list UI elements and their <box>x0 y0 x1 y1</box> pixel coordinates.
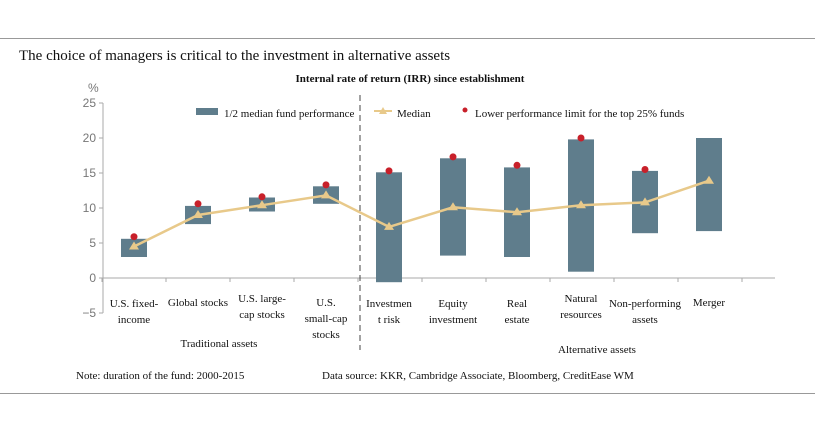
legend-median-marker <box>379 107 387 114</box>
y-tick-label: 0 <box>89 271 96 285</box>
y-axis-label: % <box>88 81 99 95</box>
category-label: estate <box>504 314 529 326</box>
top-quartile-dot <box>258 193 266 201</box>
median-marker <box>640 197 650 206</box>
median-marker <box>384 221 394 230</box>
median-marker <box>129 241 139 250</box>
data-source-note: Data source: KKR, Cambridge Associate, B… <box>322 370 634 382</box>
category-label: stocks <box>312 329 340 341</box>
category-label: small-cap <box>305 313 348 325</box>
group-label: Traditional assets <box>181 338 258 350</box>
legend-bar-label: 1/2 median fund performance <box>224 108 355 120</box>
category-label: Investmen <box>366 298 412 310</box>
category-label: assets <box>632 314 658 326</box>
median-marker <box>193 210 203 218</box>
median-marker <box>257 200 267 209</box>
category-label: Natural <box>565 293 598 305</box>
median-marker <box>576 200 586 209</box>
category-label: t risk <box>378 314 401 326</box>
category-label: U.S. <box>316 297 336 309</box>
median-marker <box>704 175 714 184</box>
top-quartile-dot <box>322 181 330 189</box>
category-label: Merger <box>693 297 726 309</box>
fund-duration-note: Note: duration of the fund: 2000-2015 <box>76 370 245 382</box>
top-quartile-dot <box>513 161 521 169</box>
y-tick-label: −5 <box>82 306 96 320</box>
category-label: income <box>118 314 150 326</box>
category-label: investment <box>429 314 477 326</box>
median-line <box>133 179 710 248</box>
legend-bar-swatch <box>196 108 218 115</box>
top-rule <box>0 38 815 39</box>
category-label: Non-performing <box>609 298 682 310</box>
median-marker <box>448 202 458 211</box>
top-quartile-dot <box>385 167 393 175</box>
category-label: cap stocks <box>239 309 285 321</box>
top-quartile-dot <box>577 134 585 142</box>
page-title: The choice of managers is critical to th… <box>19 48 451 64</box>
top-quartile-dot <box>449 153 457 161</box>
y-tick-label: 15 <box>83 166 97 180</box>
chart-title: Internal rate of return (IRR) since esta… <box>295 73 525 85</box>
bottom-rule <box>0 393 815 394</box>
group-label: Alternative assets <box>558 344 636 356</box>
median-marker <box>321 190 331 199</box>
top-quartile-dot <box>641 166 649 173</box>
category-label: Real <box>507 298 527 310</box>
y-tick-label: 5 <box>89 236 96 250</box>
category-label: resources <box>560 309 602 321</box>
y-tick-label: 25 <box>83 96 97 110</box>
legend-dot-swatch <box>462 107 468 113</box>
category-label: Global stocks <box>168 297 228 309</box>
y-tick-label: 20 <box>83 131 97 145</box>
category-label: Equity <box>438 298 468 310</box>
legend-median-label: Median <box>397 108 431 120</box>
category-label: U.S. fixed- <box>110 298 159 310</box>
category-label: U.S. large- <box>238 293 286 305</box>
legend-dot-label: Lower performance limit for the top 25% … <box>475 108 684 120</box>
median-marker <box>512 207 522 216</box>
top-quartile-dot <box>130 233 138 241</box>
y-tick-label: 10 <box>83 201 97 215</box>
top-quartile-dot <box>194 200 202 208</box>
